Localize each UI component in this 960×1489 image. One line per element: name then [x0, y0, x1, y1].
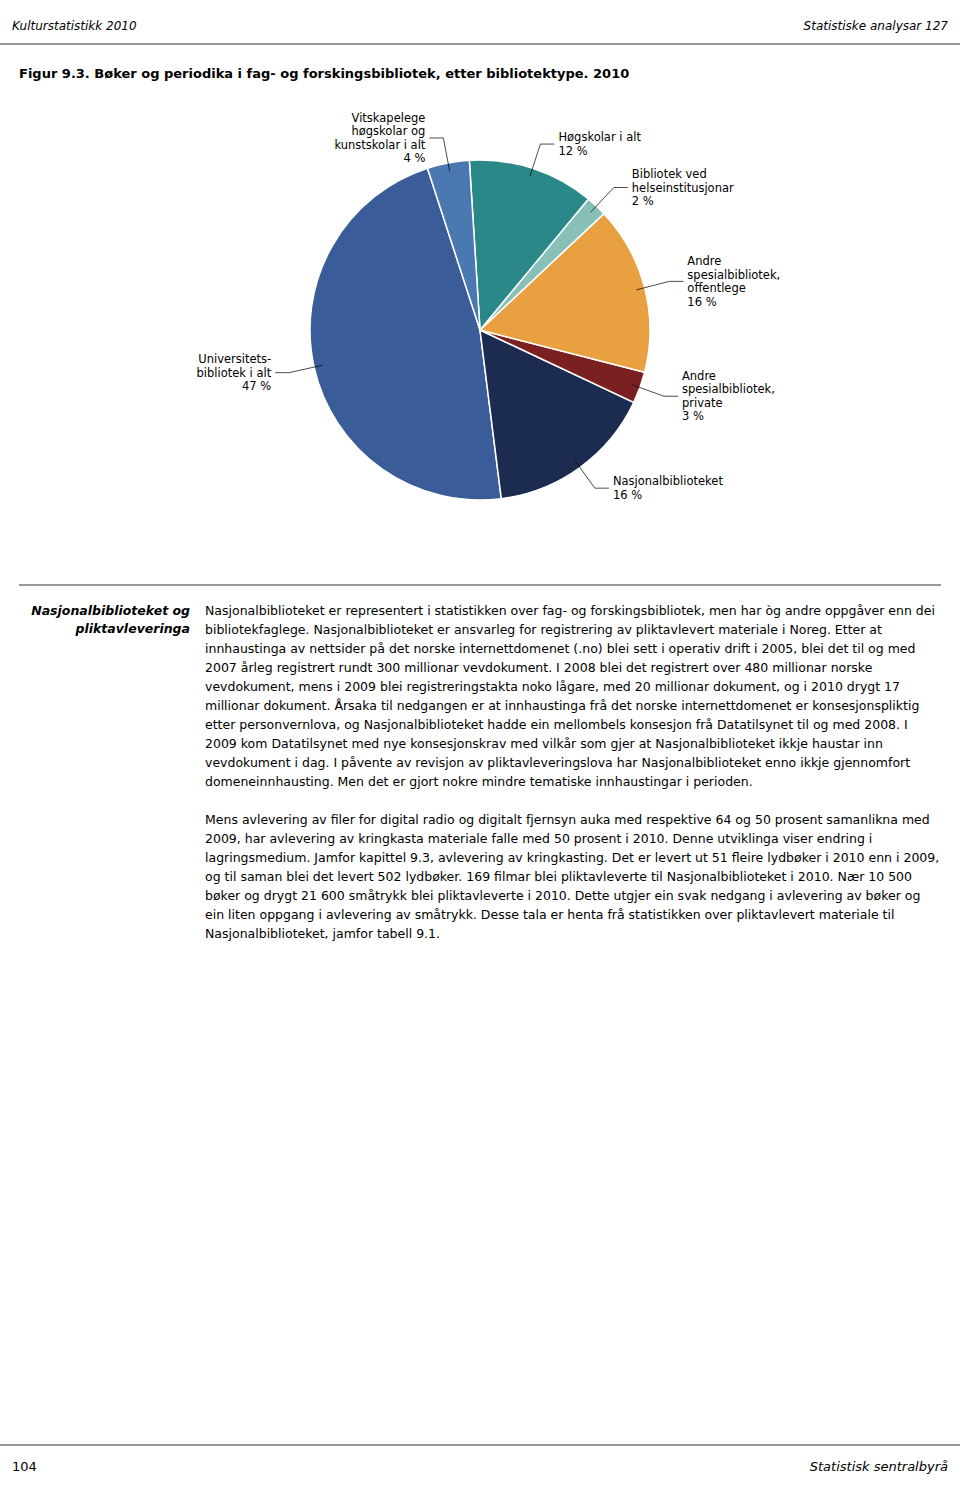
pie-slice	[469, 160, 588, 330]
slice-label: Universitets-bibliotek i alt	[196, 352, 271, 380]
slice-value-label: 47 %	[242, 379, 271, 393]
footer-left: 104	[12, 1459, 37, 1474]
slice-value-label: 4 %	[403, 151, 425, 165]
slice-value-label: 3 %	[682, 409, 704, 423]
slice-value-label: 16 %	[613, 488, 642, 502]
leader-line	[575, 461, 609, 489]
slice-label: Vitskapelegehøgskolar ogkunstskolar i al…	[334, 111, 425, 152]
slice-label: Andrespesialbibliotek,private	[682, 369, 775, 410]
leader-line	[530, 144, 555, 176]
header-right: Statistiske analysar 127	[804, 19, 949, 33]
leader-line	[429, 138, 449, 171]
slices	[310, 160, 650, 500]
header-rule	[0, 44, 960, 45]
slice-label: Høgskolar i alt	[558, 130, 641, 144]
slice-labels: Universitets-bibliotek i alt47 % Nasjonal…	[196, 111, 780, 502]
footer-right: Statistisk sentralbyrå	[810, 1459, 948, 1474]
body-paragraph: Nasjonalbiblioteket er representert i st…	[205, 603, 935, 789]
slice-label: Bibliotek vedhelseinstitusjonar	[632, 167, 734, 195]
body-heading: Nasjonalbiblioteket ogpliktavleveringa	[31, 603, 190, 636]
leader-line	[632, 385, 678, 397]
header-left: Kulturstatistikk 2010	[12, 19, 137, 33]
chart-title: Figur 9.3. Bøker og periodika i fag- og …	[19, 66, 629, 81]
slice-label: Nasjonalbiblioteket	[613, 474, 724, 488]
divider	[19, 585, 941, 586]
leader-line	[636, 281, 683, 289]
slice-value-label: 16 %	[687, 295, 716, 309]
slice-value-label: 12 %	[558, 144, 587, 158]
footer-rule	[0, 1445, 960, 1446]
slice-label: Andrespesialbibliotek,offentlege	[687, 254, 780, 295]
pie: Universitets-bibliotek i alt47 % Nasjonal…	[196, 111, 780, 502]
body-paragraph: Mens avlevering av filer for digital rad…	[205, 812, 939, 941]
pie-slice	[427, 160, 480, 330]
page: Kulturstatistikk 2010 Statistiske analysa…	[0, 0, 960, 1489]
leader-line	[591, 187, 628, 212]
slice-value-label: 2 %	[632, 194, 654, 208]
leader-line	[275, 365, 322, 372]
